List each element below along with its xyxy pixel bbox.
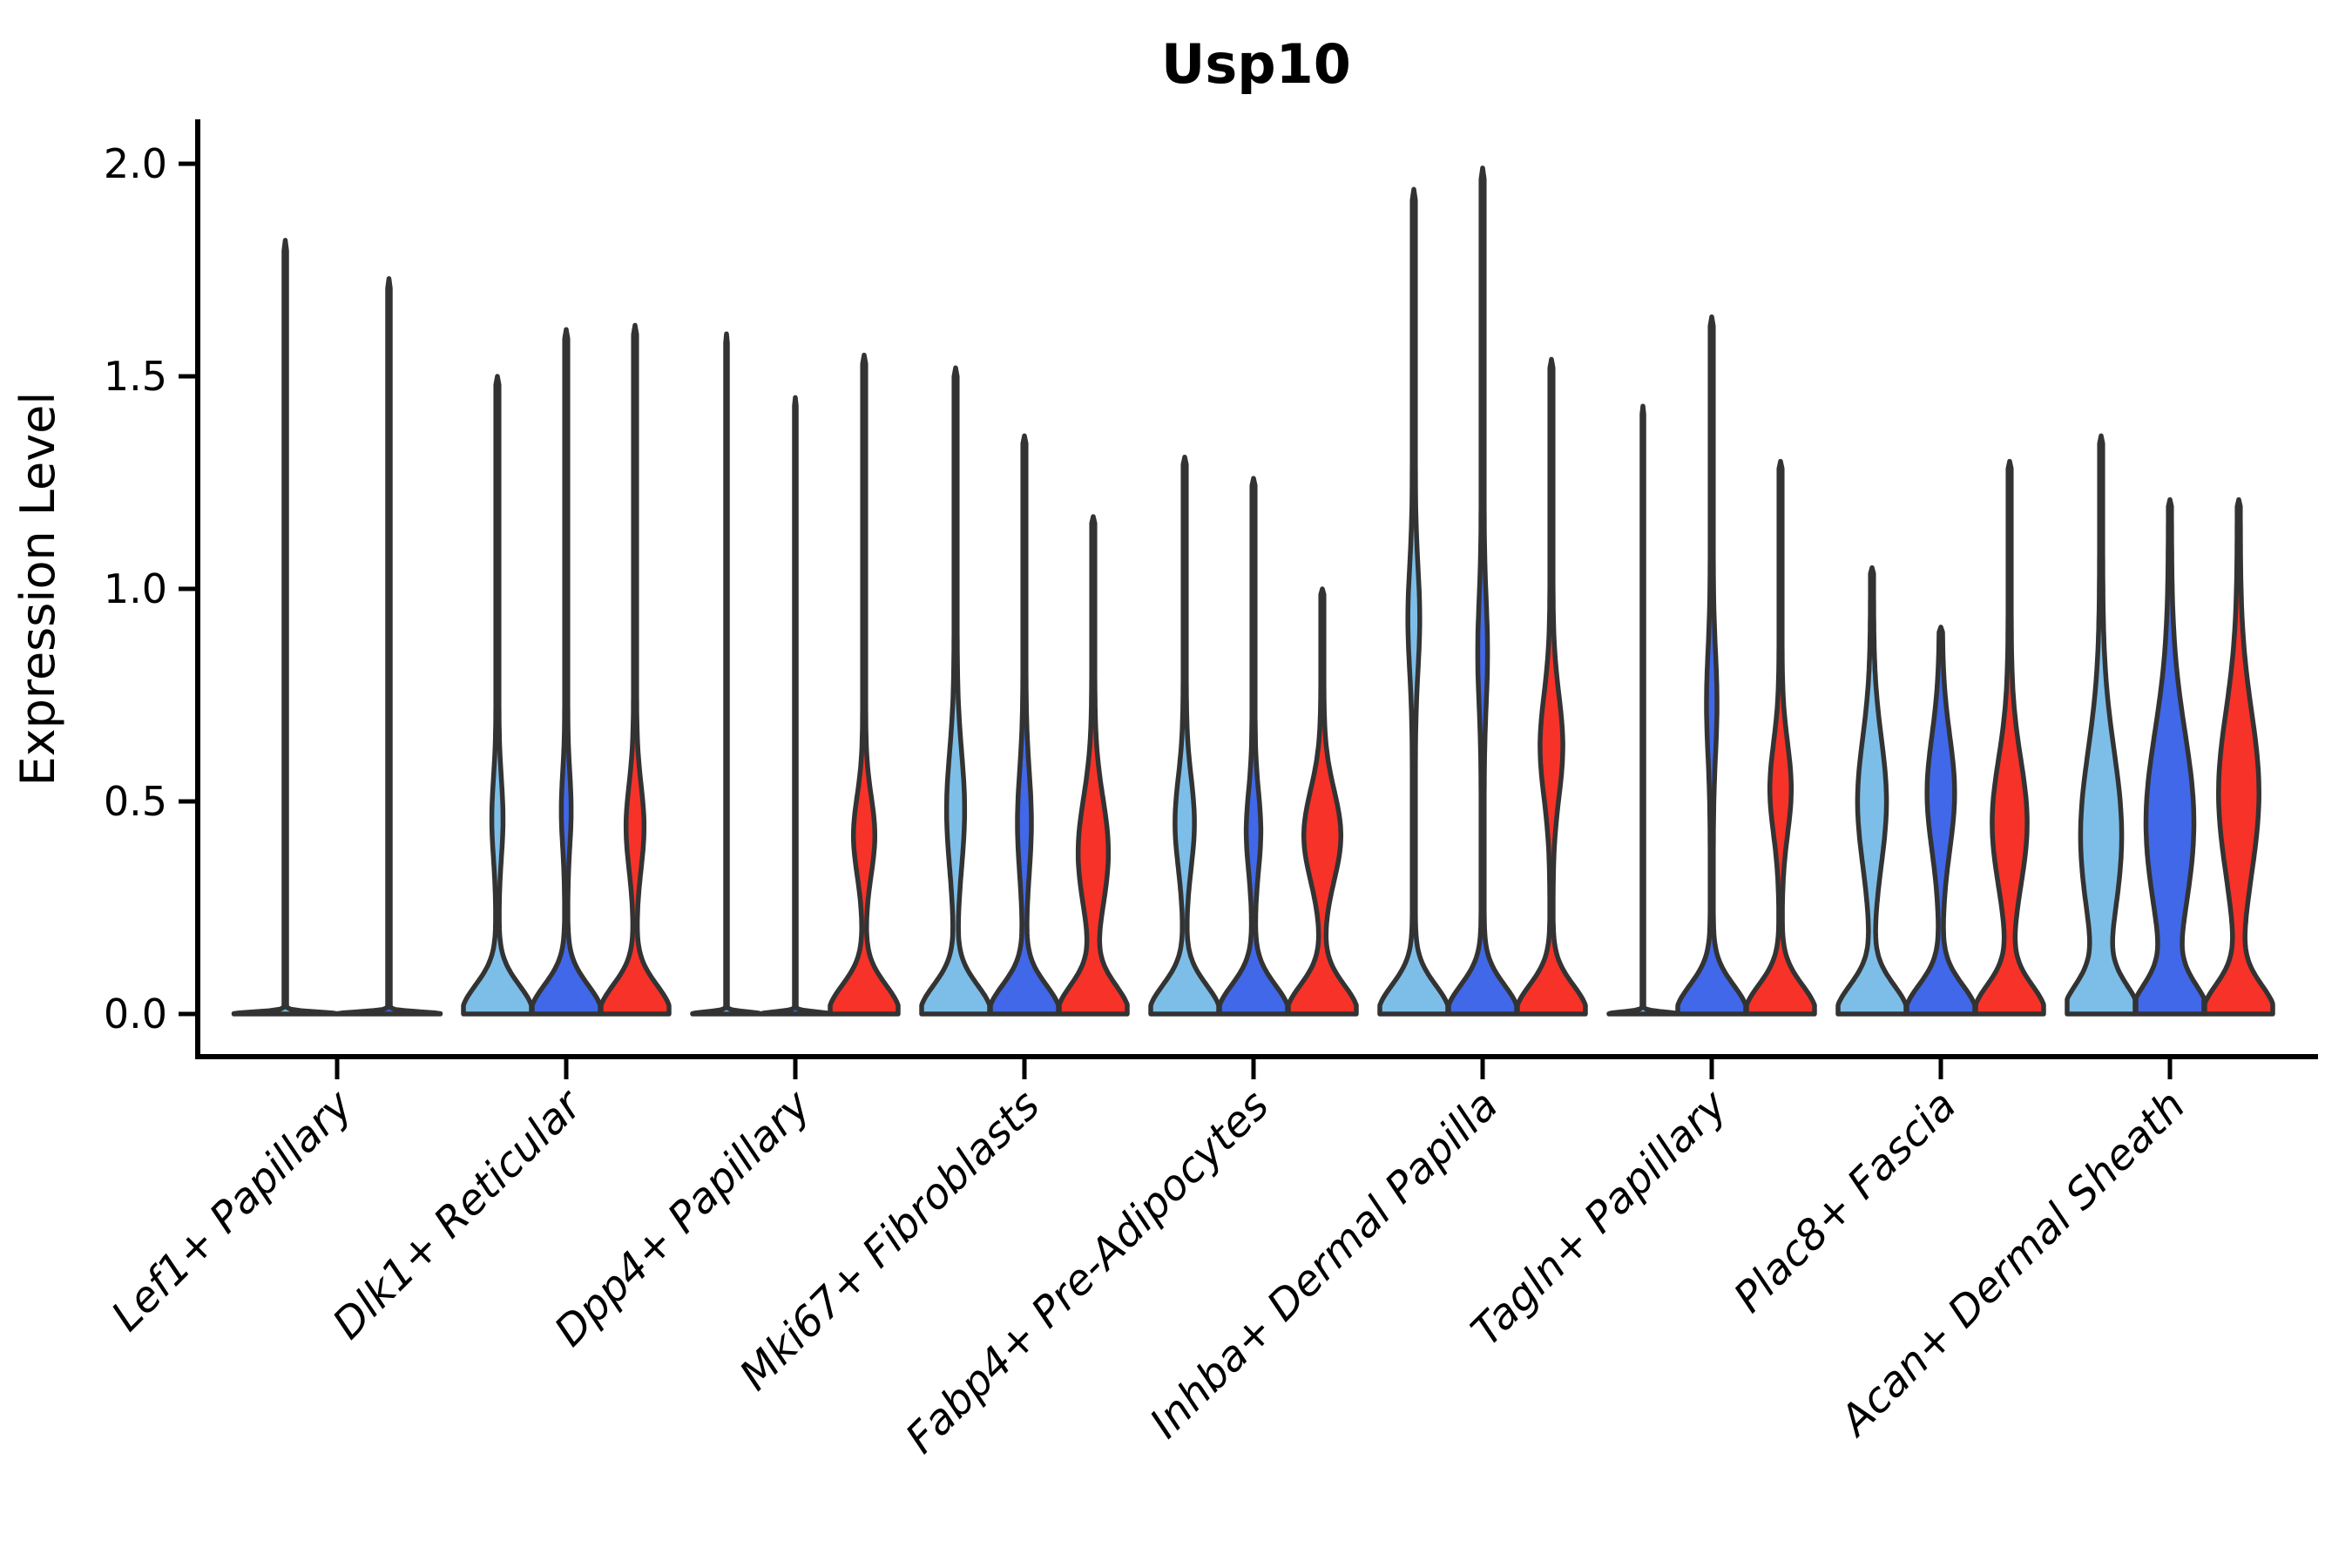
violin-dpp4-s1 [759, 395, 832, 1017]
violin-fabp4-s0 [1148, 454, 1221, 1017]
y-tick-label: 1.5 [104, 353, 167, 400]
violin-fabp4-s2 [1286, 586, 1359, 1017]
violin-tagln-s1 [1675, 314, 1748, 1017]
violin-acan-s0 [2065, 433, 2138, 1017]
violin-tagln-s2 [1744, 458, 1817, 1017]
x-tick-label: Dpp4+ Papillary [545, 1080, 821, 1355]
violin-plac8-s2 [1973, 458, 2046, 1017]
x-tick-label: Tagln+ Papillary [1462, 1080, 1737, 1355]
x-tick-label: Fabp4+ Pre-Adipocytes [896, 1081, 1279, 1463]
violin-inhba-s2 [1515, 356, 1588, 1017]
violin-tagln-s0 [1606, 403, 1680, 1017]
x-tick-label: Plac8+ Fascia [1725, 1081, 1966, 1322]
violin-dlk1-s1 [530, 327, 603, 1017]
violin-lef1-s1 [335, 276, 443, 1017]
y-axis-label: Expression Level [10, 392, 65, 787]
violin-dpp4-s2 [828, 352, 901, 1017]
y-tick-label: 1.0 [104, 565, 167, 612]
violin-mki67-s1 [988, 433, 1061, 1017]
violin-shapes [231, 166, 2275, 1017]
y-tick-label: 2.0 [104, 140, 167, 187]
violin-plac8-s0 [1835, 564, 1909, 1017]
violin-inhba-s0 [1377, 186, 1450, 1017]
y-axis-ticks: 0.0 0.5 1.0 1.5 2.0 [104, 140, 198, 1037]
violin-acan-s2 [2202, 497, 2275, 1017]
violin-inhba-s1 [1446, 166, 1519, 1017]
violin-mki67-s2 [1057, 514, 1130, 1017]
violin-dlk1-s2 [598, 322, 672, 1017]
violin-lef1-s0 [231, 238, 340, 1017]
violin-mki67-s0 [919, 365, 992, 1017]
y-tick-label: 0.5 [104, 778, 167, 825]
chart-title: Usp10 [1161, 32, 1351, 96]
x-tick-label: Dlk1+ Reticular [323, 1079, 593, 1349]
violin-fabp4-s1 [1217, 476, 1290, 1017]
x-tick-label: Lef1+ Papillary [102, 1080, 362, 1341]
violin-acan-s1 [2133, 497, 2207, 1017]
violin-dlk1-s0 [461, 374, 534, 1017]
violin-dpp4-s0 [690, 331, 763, 1017]
y-tick-label: 0.0 [104, 990, 167, 1037]
violin-plac8-s1 [1904, 625, 1977, 1017]
